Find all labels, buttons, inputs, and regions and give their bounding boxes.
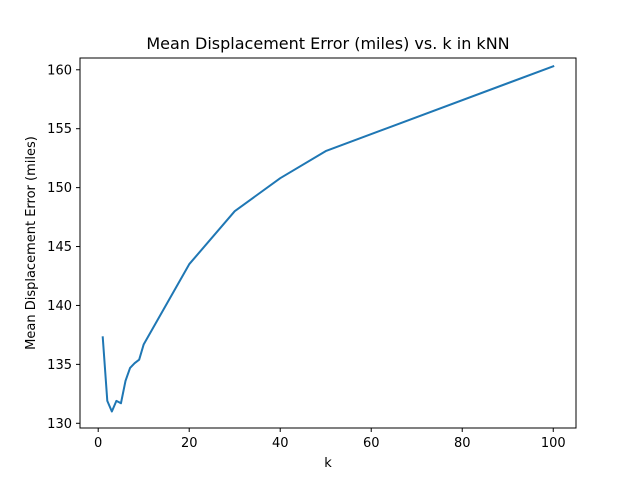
y-tick-label: 155 <box>47 122 72 137</box>
y-tick-label: 150 <box>47 181 72 196</box>
x-axis-ticks: 0 20 40 60 80 100 <box>94 428 566 451</box>
x-tick-label: 80 <box>454 436 471 451</box>
chart-title: Mean Displacement Error (miles) vs. k in… <box>146 34 509 53</box>
y-tick-label: 160 <box>47 63 72 78</box>
x-tick-label: 60 <box>363 436 380 451</box>
x-tick-label: 20 <box>181 436 198 451</box>
y-axis-ticks: 130 135 140 145 150 155 160 <box>47 63 80 432</box>
y-axis-label: Mean Displacement Error (miles) <box>24 136 39 350</box>
y-tick-label: 135 <box>47 358 72 373</box>
series-layer <box>101 64 555 413</box>
x-tick-label: 0 <box>94 436 102 451</box>
y-tick-label: 145 <box>47 240 72 255</box>
x-tick-label: 40 <box>272 436 289 451</box>
y-tick-label: 140 <box>47 299 72 314</box>
plot-frame <box>79 57 577 429</box>
x-tick-label: 100 <box>541 436 566 451</box>
y-tick-label: 130 <box>47 417 72 432</box>
x-axis-label: k <box>324 456 332 471</box>
series-line-1 <box>101 64 555 413</box>
